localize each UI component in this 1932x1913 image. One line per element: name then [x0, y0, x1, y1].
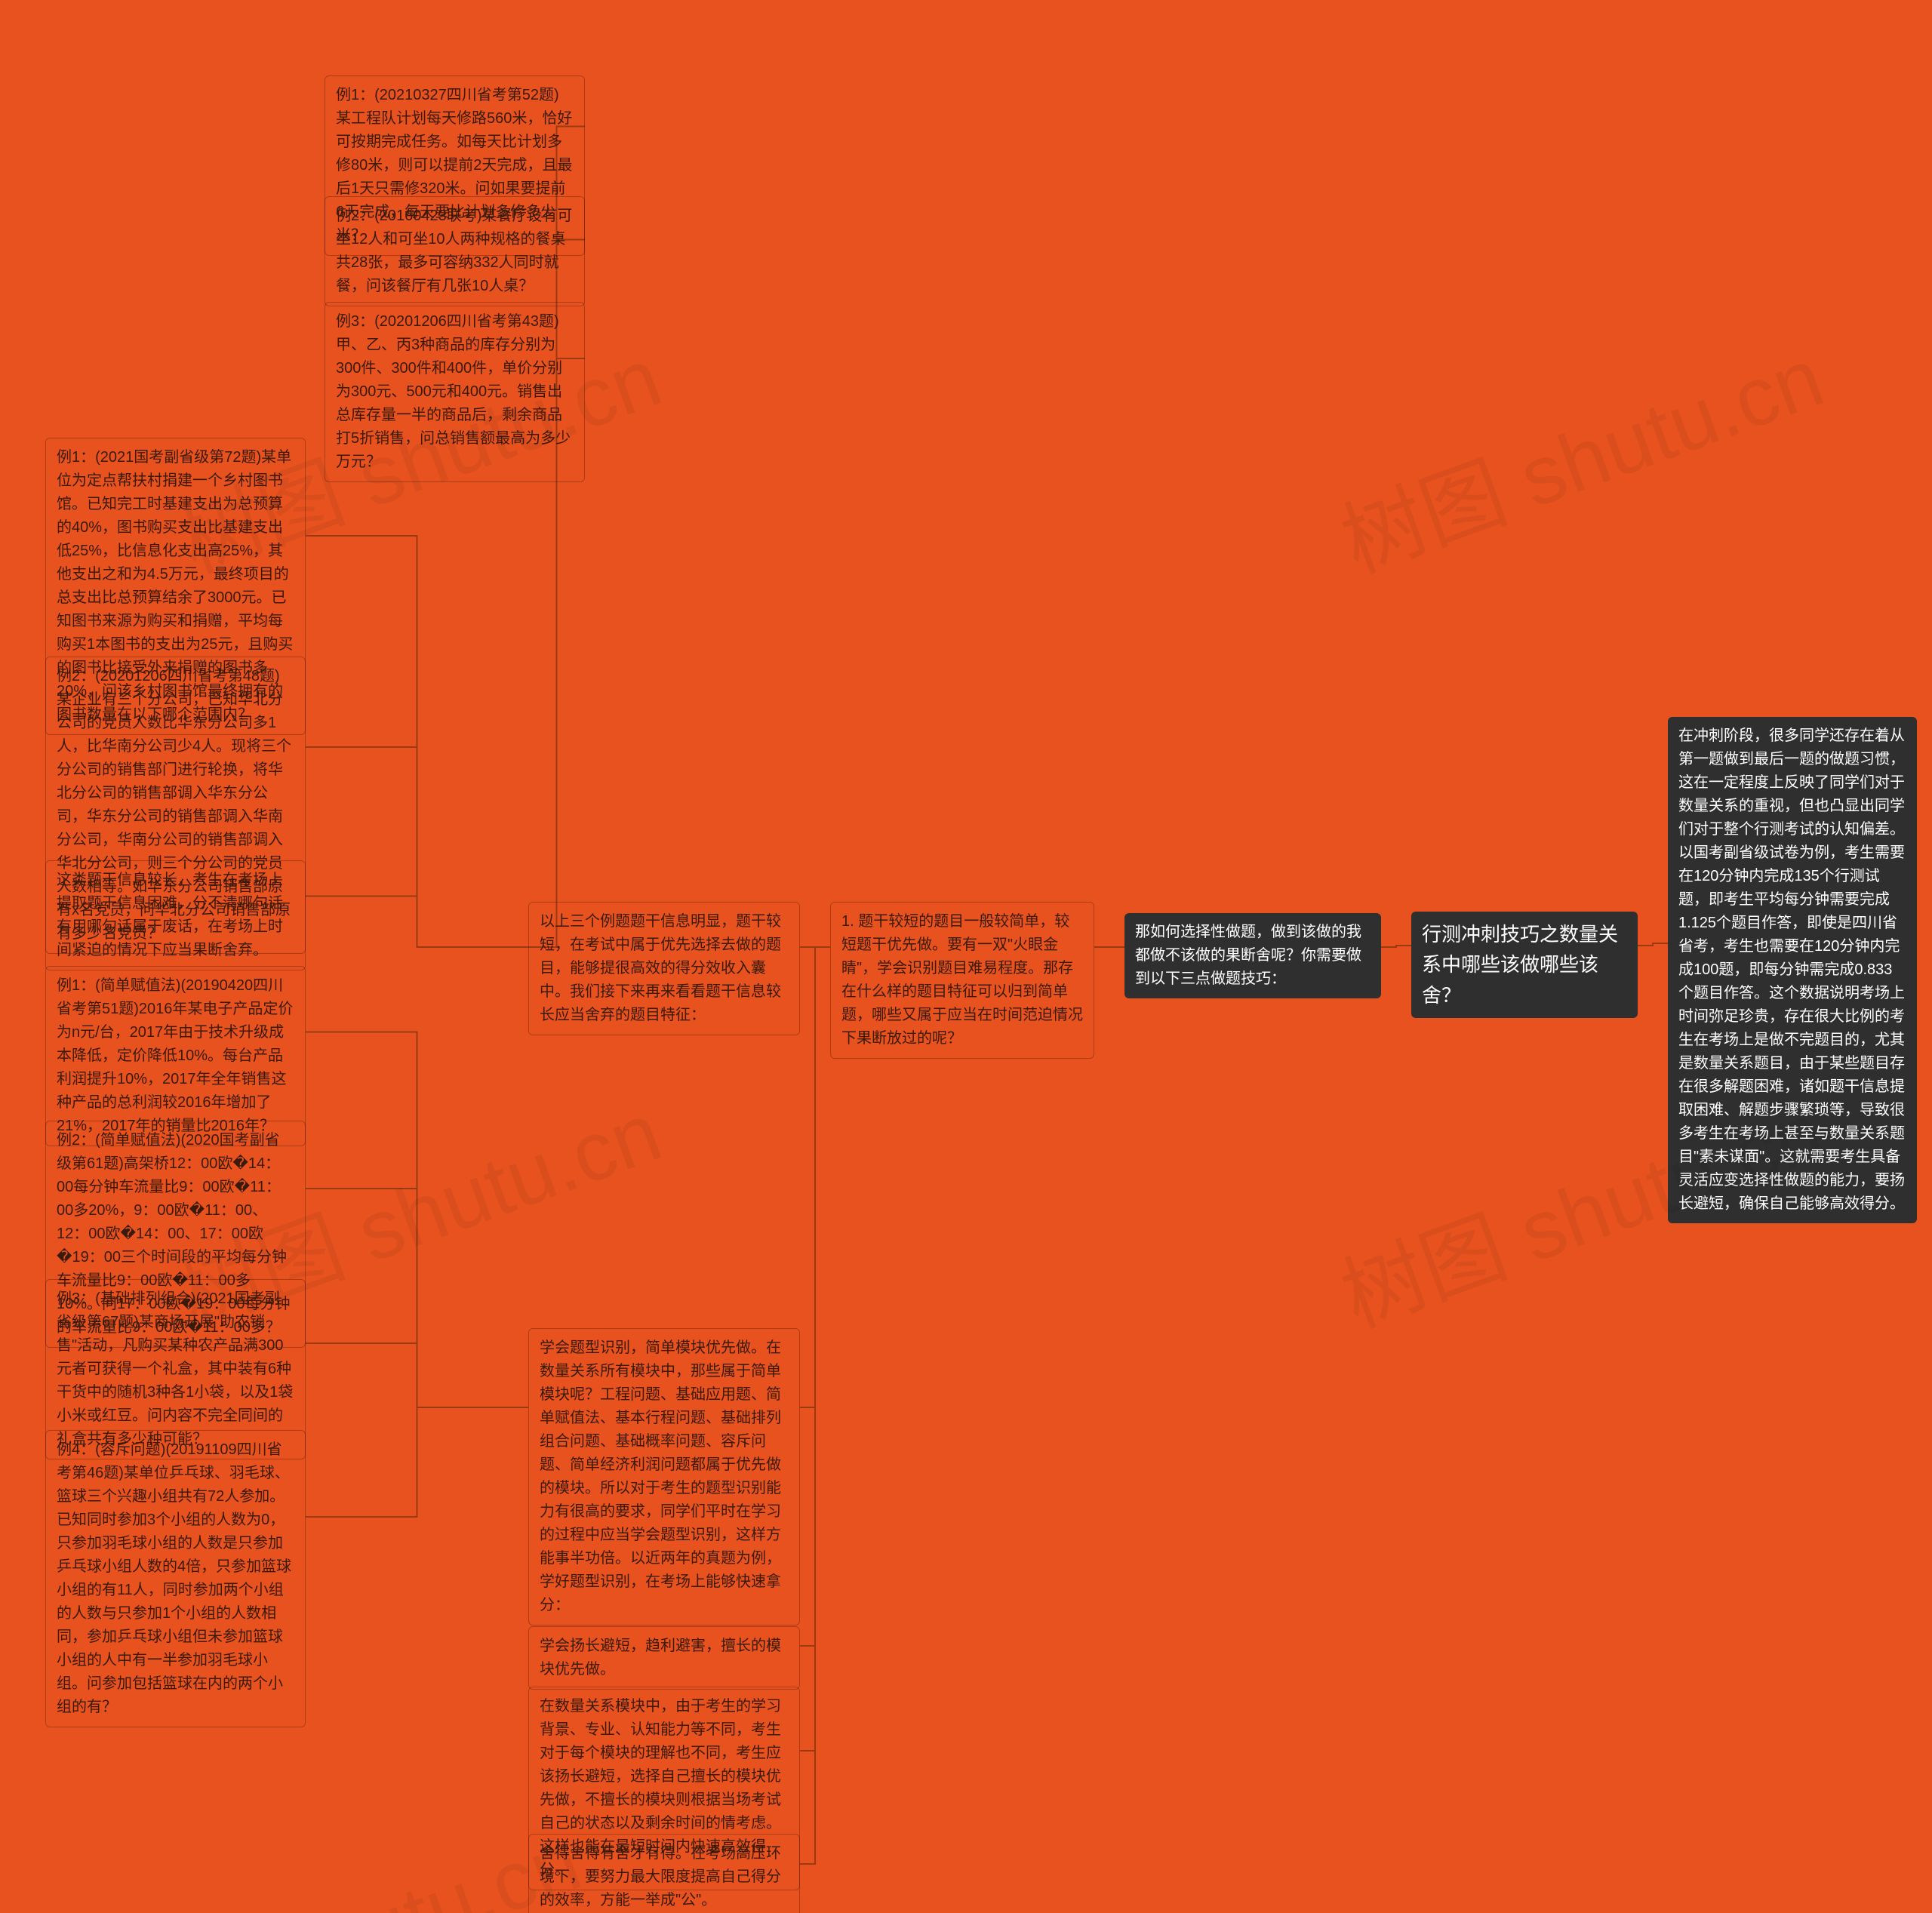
connector — [800, 947, 830, 1751]
connector — [1381, 946, 1411, 947]
example-node-9-text: 例4：(容斥问题)(20191109四川省考第46题)某单位乒乓球、羽毛球、篮球… — [57, 1441, 291, 1715]
subpoint-node-2: 学会扬长避短，趋利避害，擅长的模块优先做。 — [528, 1626, 800, 1690]
subpoint-node-4: 舍得舍得有舍才有得。在考场高压环境下，要努力最大限度提高自己得分的效率，方能一举… — [528, 1834, 800, 1913]
subpoint-node-1: 学会题型识别，简单模块优先做。在数量关系所有模块中，那些属于简单模块呢？工程问题… — [528, 1328, 800, 1625]
tip-node-0-text: 1. 题干较短的题目一般较简单，较短题干优先做。要有一双"火眼金睛"，学会识别题… — [841, 913, 1083, 1047]
tip-node-0: 1. 题干较短的题目一般较简单，较短题干优先做。要有一双"火眼金睛"，学会识别题… — [830, 902, 1094, 1059]
tips-intro-node-text: 那如何选择性做题，做到该做的我都做不该做的果断舍呢？你需要做到以下三点做题技巧： — [1135, 924, 1361, 987]
example-node-2: 例3：(20201206四川省考第43题)甲、乙、丙3种商品的库存分别为300件… — [325, 302, 585, 482]
tips-intro-node: 那如何选择性做题，做到该做的我都做不该做的果断舍呢？你需要做到以下三点做题技巧： — [1124, 913, 1381, 998]
example-node-1: 例2：(20160423联考)某餐厅设有可坐12人和可坐10人两种规格的餐桌共2… — [325, 196, 585, 306]
root-node-text: 行测冲刺技巧之数量关系中哪些该做哪些该舍？ — [1422, 923, 1618, 1007]
connector — [800, 947, 830, 1407]
example-node-2-text: 例3：(20201206四川省考第43题)甲、乙、丙3种商品的库存分别为300件… — [336, 313, 571, 470]
connector — [306, 1343, 528, 1407]
example-node-5: 这类题干信息较长，考生在考场上提取题干信息困难，分不清哪句话有用哪句话属于废话，… — [45, 860, 306, 970]
example-node-6: 例1：(简单赋值法)(20190420四川省考第51题)2016年某电子产品定价… — [45, 966, 306, 1146]
connector — [306, 1189, 528, 1407]
connector — [306, 1032, 528, 1408]
example-node-6-text: 例1：(简单赋值法)(20190420四川省考第51题)2016年某电子产品定价… — [57, 977, 293, 1134]
connector — [1638, 943, 1668, 946]
example-node-8-text: 例3：(基础排列组合)(2021国考副省级第67题)某商场开展"助农销售"活动，… — [57, 1290, 293, 1447]
subpoint-node-0-text: 以上三个例题题干信息明显，题干较短，在考试中属于优先选择去做的题目，能够提很高效… — [540, 913, 781, 1023]
subpoint-node-1-text: 学会题型识别，简单模块优先做。在数量关系所有模块中，那些属于简单模块呢？工程问题… — [540, 1339, 781, 1613]
connector — [800, 947, 830, 1646]
connector — [800, 947, 830, 1864]
connector — [306, 747, 528, 947]
root-node: 行测冲刺技巧之数量关系中哪些该做哪些该舍？ — [1411, 912, 1638, 1018]
connector — [306, 536, 528, 947]
connector — [306, 1407, 528, 1517]
context-node-text: 在冲刺阶段，很多同学还存在着从第一题做到最后一题的做题习惯，这在一定程度上反映了… — [1678, 727, 1905, 1212]
watermark: 树图 shutu.cn — [1323, 310, 1837, 595]
example-node-9: 例4：(容斥问题)(20191109四川省考第46题)某单位乒乓球、羽毛球、篮球… — [45, 1430, 306, 1727]
subpoint-node-0: 以上三个例题题干信息明显，题干较短，在考试中属于优先选择去做的题目，能够提很高效… — [528, 902, 800, 1035]
example-node-1-text: 例2：(20160423联考)某餐厅设有可坐12人和可坐10人两种规格的餐桌共2… — [336, 208, 572, 294]
connector — [306, 897, 528, 948]
subpoint-node-2-text: 学会扬长避短，趋利避害，擅长的模块优先做。 — [540, 1638, 781, 1678]
example-node-5-text: 这类题干信息较长，考生在考场上提取题干信息困难，分不清哪句话有用哪句话属于废话，… — [57, 872, 283, 958]
context-node: 在冲刺阶段，很多同学还存在着从第一题做到最后一题的做题习惯，这在一定程度上反映了… — [1668, 717, 1917, 1223]
subpoint-node-4-text: 舍得舍得有舍才有得。在考场高压环境下，要努力最大限度提高自己得分的效率，方能一举… — [540, 1845, 781, 1908]
